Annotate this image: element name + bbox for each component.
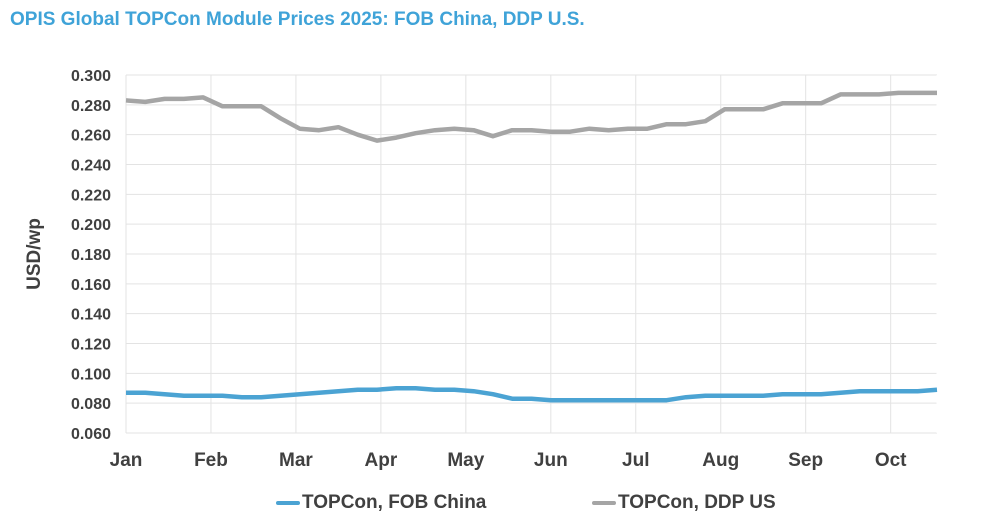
y-tick-label: 0.120 [71, 337, 111, 354]
x-tick-label: Jan [110, 450, 143, 471]
y-axis-label: USD/wp [24, 218, 45, 290]
x-tick-label: Apr [365, 450, 398, 471]
y-axis-ticks: 0.060 0.080 0.100 0.120 0.140 0.160 0.180 0.200… [71, 68, 111, 443]
legend-label-fob-china: TOPCon, FOB China [302, 492, 487, 513]
y-tick-label: 0.300 [71, 68, 111, 85]
legend-item-fob-china[interactable]: TOPCon, FOB China [276, 492, 486, 514]
y-tick-label: 0.260 [71, 128, 111, 145]
legend-swatch-fob-china [276, 501, 300, 505]
x-tick-label: Oct [875, 450, 907, 471]
y-tick-label: 0.140 [71, 307, 111, 324]
series-line-fob-china[interactable] [126, 386, 938, 403]
y-tick-label: 0.160 [71, 277, 111, 294]
x-tick-label: Aug [702, 450, 739, 471]
y-tick-label: 0.220 [71, 187, 111, 204]
series-line-ddp-us[interactable] [125, 90, 937, 143]
x-tick-label: Sep [788, 450, 823, 471]
legend-item-ddp-us[interactable]: TOPCon, DDP US [592, 492, 776, 514]
x-tick-label: Jun [534, 450, 568, 471]
x-tick-label: Feb [194, 450, 228, 471]
x-axis-ticks: Jan Feb Mar Apr May Jun Jul Aug Sep Oct [110, 450, 908, 471]
legend-label-ddp-us: TOPCon, DDP US [618, 492, 776, 513]
chart-title: OPIS Global TOPCon Module Prices 2025: F… [10, 9, 585, 30]
y-tick-label: 0.060 [71, 426, 111, 443]
y-tick-label: 0.200 [71, 217, 111, 234]
legend-swatch-ddp-us [592, 501, 616, 505]
y-tick-label: 0.080 [71, 396, 111, 413]
series-lines [125, 90, 938, 403]
y-tick-label: 0.240 [71, 158, 111, 175]
y-tick-label: 0.280 [71, 98, 111, 115]
x-tick-label: Jul [622, 450, 649, 471]
y-tick-label: 0.180 [71, 247, 111, 264]
y-tick-label: 0.100 [71, 366, 111, 383]
x-tick-label: May [447, 450, 484, 471]
x-tick-label: Mar [279, 450, 313, 471]
